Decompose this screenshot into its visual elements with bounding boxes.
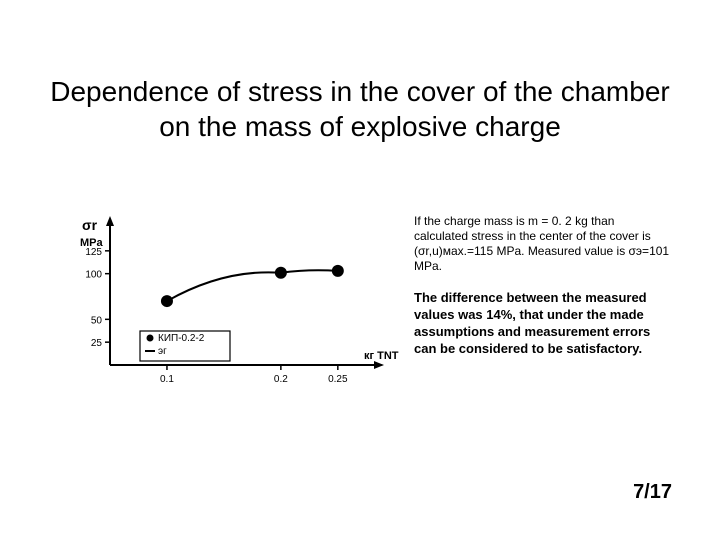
svg-text:эг: эг	[158, 346, 167, 357]
svg-text:0.25: 0.25	[328, 374, 348, 385]
svg-text:кг TNT: кг TNT	[364, 350, 399, 362]
svg-text:0.1: 0.1	[160, 374, 174, 385]
stress-chart: 2550100125σrMPa0.10.20.25кг TNTКИП-0.2-2…	[42, 210, 402, 400]
chart-svg: 2550100125σrMPa0.10.20.25кг TNTКИП-0.2-2…	[42, 210, 402, 400]
svg-text:0.2: 0.2	[274, 374, 288, 385]
svg-text:MPa: MPa	[80, 237, 104, 249]
svg-text:σr: σr	[82, 217, 98, 233]
text-column: If the charge mass is m = 0. 2 kg than c…	[414, 214, 670, 358]
svg-text:50: 50	[91, 315, 103, 326]
slide-title: Dependence of stress in the cover of the…	[0, 74, 720, 144]
svg-text:100: 100	[85, 270, 102, 281]
page-number: 7/17	[633, 481, 672, 504]
paragraph-conclusion: The difference between the measured valu…	[414, 290, 670, 358]
svg-text:25: 25	[91, 338, 103, 349]
svg-text:КИП-0.2-2: КИП-0.2-2	[158, 333, 205, 344]
paragraph-calculated: If the charge mass is m = 0. 2 kg than c…	[414, 214, 670, 274]
